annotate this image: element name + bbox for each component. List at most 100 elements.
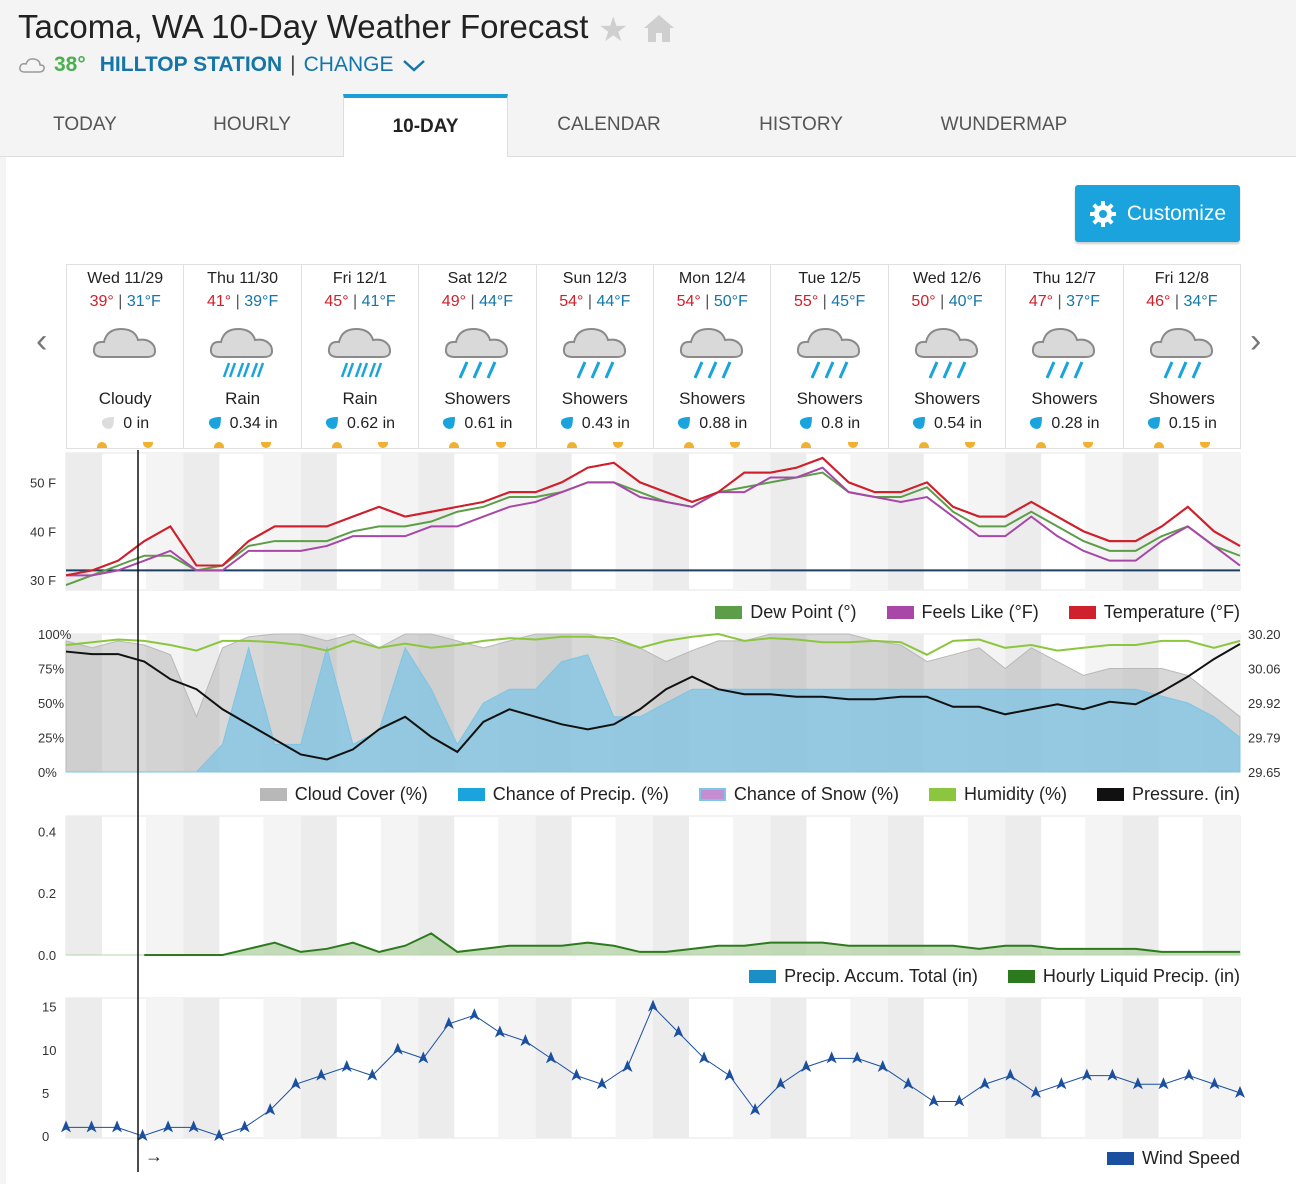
rain-cloud-icon <box>679 327 744 379</box>
day-temps: 50° | 40°F <box>911 293 983 310</box>
next-arrow-icon[interactable]: › <box>1250 322 1262 360</box>
precip-panel-night-band <box>146 816 184 955</box>
wind-direction-icon <box>341 1060 352 1072</box>
precip-panel-night-band <box>887 816 924 955</box>
wind-direction-icon <box>928 1094 939 1107</box>
legend-wind-speed: Wind Speed <box>1141 1148 1240 1168</box>
customize-label: Customize <box>1126 201 1227 225</box>
day-card[interactable]: Thu 11/30 41° | 39°F Rain 0.34 in <box>184 265 302 448</box>
sunset-icon <box>1082 442 1093 448</box>
wind-direction-icon <box>61 1120 71 1133</box>
day-card[interactable]: Fri 12/8 46° | 34°F Showers 0.15 in <box>1124 265 1240 448</box>
day-card[interactable]: Fri 12/1 45° | 41°F Rain 0.62 in <box>302 265 420 448</box>
legend-chance-snow: Chance of Snow (%) <box>733 784 899 804</box>
day-card[interactable]: Sun 12/3 54° | 44°F Showers 0.43 in <box>537 265 655 448</box>
sunset-icon <box>143 442 154 448</box>
temp-panel-night-band <box>615 453 653 590</box>
wind-panel-night-band <box>300 998 337 1138</box>
tab-wundermap[interactable]: WUNDERMAP <box>940 114 1068 135</box>
temp-panel-night-band <box>535 453 572 590</box>
wind-direction-icon <box>750 1103 761 1116</box>
precip-panel-night-band <box>498 816 536 955</box>
chevron-down-icon[interactable] <box>401 55 427 75</box>
tab-hourly[interactable]: HOURLY <box>213 114 291 135</box>
temp-panel-night-band <box>1005 453 1042 590</box>
precip-legend: Precip. Accum. Total (in) Hourly Liquid … <box>719 966 1240 987</box>
day-card[interactable]: Wed 11/29 39° | 31°F Cloudy 0 in <box>67 265 185 448</box>
high-temp: 47° <box>1028 293 1054 310</box>
wind-panel-night-band <box>263 998 301 1138</box>
cloud-panel-night-band <box>418 634 455 772</box>
tab-10-day[interactable]: 10-DAY <box>343 94 508 157</box>
temp-panel-night-band <box>967 453 1006 590</box>
left-axis-tick: 100% <box>38 627 72 642</box>
cloud-panel-night-band <box>1202 634 1240 772</box>
wind-direction-icon <box>1030 1085 1041 1098</box>
legend-pressure: Pressure. (in) <box>1131 784 1240 804</box>
change-station-link[interactable]: CHANGE <box>303 53 394 76</box>
legend-humidity: Humidity (%) <box>963 784 1067 804</box>
home-icon[interactable] <box>642 12 676 44</box>
sunset-icon <box>965 442 976 448</box>
rain-cloud-icon <box>562 327 626 379</box>
wind-panel-night-band <box>733 998 771 1138</box>
cloud-panel-night-band <box>146 634 184 772</box>
left-axis-tick: 50% <box>38 696 64 711</box>
cloud-cover-area <box>65 633 1241 773</box>
left-axis-tick: 0% <box>38 765 57 780</box>
temp-panel-night-band <box>1122 453 1159 590</box>
day-precip: 0.54 in <box>889 414 1005 433</box>
precip-amount: 0.61 in <box>464 415 513 432</box>
temp-panel-night-band <box>1202 453 1240 590</box>
day-condition: Rain <box>225 389 261 408</box>
rain-cloud-icon <box>445 327 509 379</box>
day-name: Wed 12/6 <box>912 270 982 287</box>
low-temp: 34°F <box>1183 293 1218 310</box>
wind-panel-night-band <box>850 998 888 1138</box>
wind-direction-icon <box>112 1120 123 1133</box>
day-card[interactable]: Mon 12/4 54° | 50°F Showers 0.88 in <box>654 265 772 448</box>
day-card[interactable]: Wed 12/6 50° | 40°F Showers 0.54 in <box>889 265 1007 448</box>
day-condition: Showers <box>679 389 746 408</box>
day-name: Wed 11/29 <box>87 270 164 287</box>
customize-button[interactable]: Customize <box>1075 185 1240 242</box>
favorite-star-icon[interactable]: ★ <box>598 11 629 49</box>
prev-arrow-icon[interactable]: ‹ <box>36 322 48 360</box>
day-card[interactable]: Tue 12/5 55° | 45°F Showers 0.8 in <box>771 265 889 448</box>
low-temp: 40°F <box>948 293 983 310</box>
wind-direction-icon <box>494 1025 505 1038</box>
wind-panel-night-band <box>380 998 419 1138</box>
wind-direction-icon <box>954 1094 965 1107</box>
wind-panel-night-band <box>653 998 689 1138</box>
tab-calendar[interactable]: CALENDAR <box>557 114 661 135</box>
raindrop-icon <box>1147 417 1160 429</box>
dry-drop-icon <box>102 417 115 429</box>
left-gutter <box>0 157 6 1184</box>
day-condition: Showers <box>444 389 511 408</box>
sunrise-icon <box>801 442 812 448</box>
cloud-panel-night-band <box>1122 634 1159 772</box>
sunrise-icon <box>214 442 225 448</box>
station-name[interactable]: HILLTOP STATION <box>99 53 283 76</box>
day-temps: 46° | 34°F <box>1146 293 1218 310</box>
wind-panel-night-band <box>615 998 653 1138</box>
precip-amount: 0 in <box>123 415 150 432</box>
wind-direction-icon <box>801 1060 812 1072</box>
day-card[interactable]: Thu 12/7 47° | 37°F Showers 0.28 in <box>1006 265 1124 448</box>
cloud-panel-night-band <box>653 634 689 772</box>
wind-direction-icon <box>648 999 658 1012</box>
right-axis-tick: 29.79 <box>1248 731 1281 746</box>
low-temp: 45°F <box>831 293 866 310</box>
tab-today[interactable]: TODAY <box>53 114 117 135</box>
precip-panel-night-band <box>183 816 220 955</box>
day-card[interactable]: Sat 12/2 49° | 44°F Showers 0.61 in <box>419 265 537 448</box>
right-axis-tick: 30.20 <box>1248 627 1281 642</box>
tab-history[interactable]: HISTORY <box>759 114 843 135</box>
temp-panel-night-band <box>1085 453 1123 590</box>
precip-panel-night-band <box>1122 816 1159 955</box>
wind-direction-icon <box>367 1068 378 1081</box>
wind-direction-icon <box>214 1129 225 1141</box>
day-name: Sun 12/3 <box>562 270 627 287</box>
precip-amount: 0.62 in <box>346 415 396 432</box>
wind-direction-icon <box>520 1034 531 1047</box>
